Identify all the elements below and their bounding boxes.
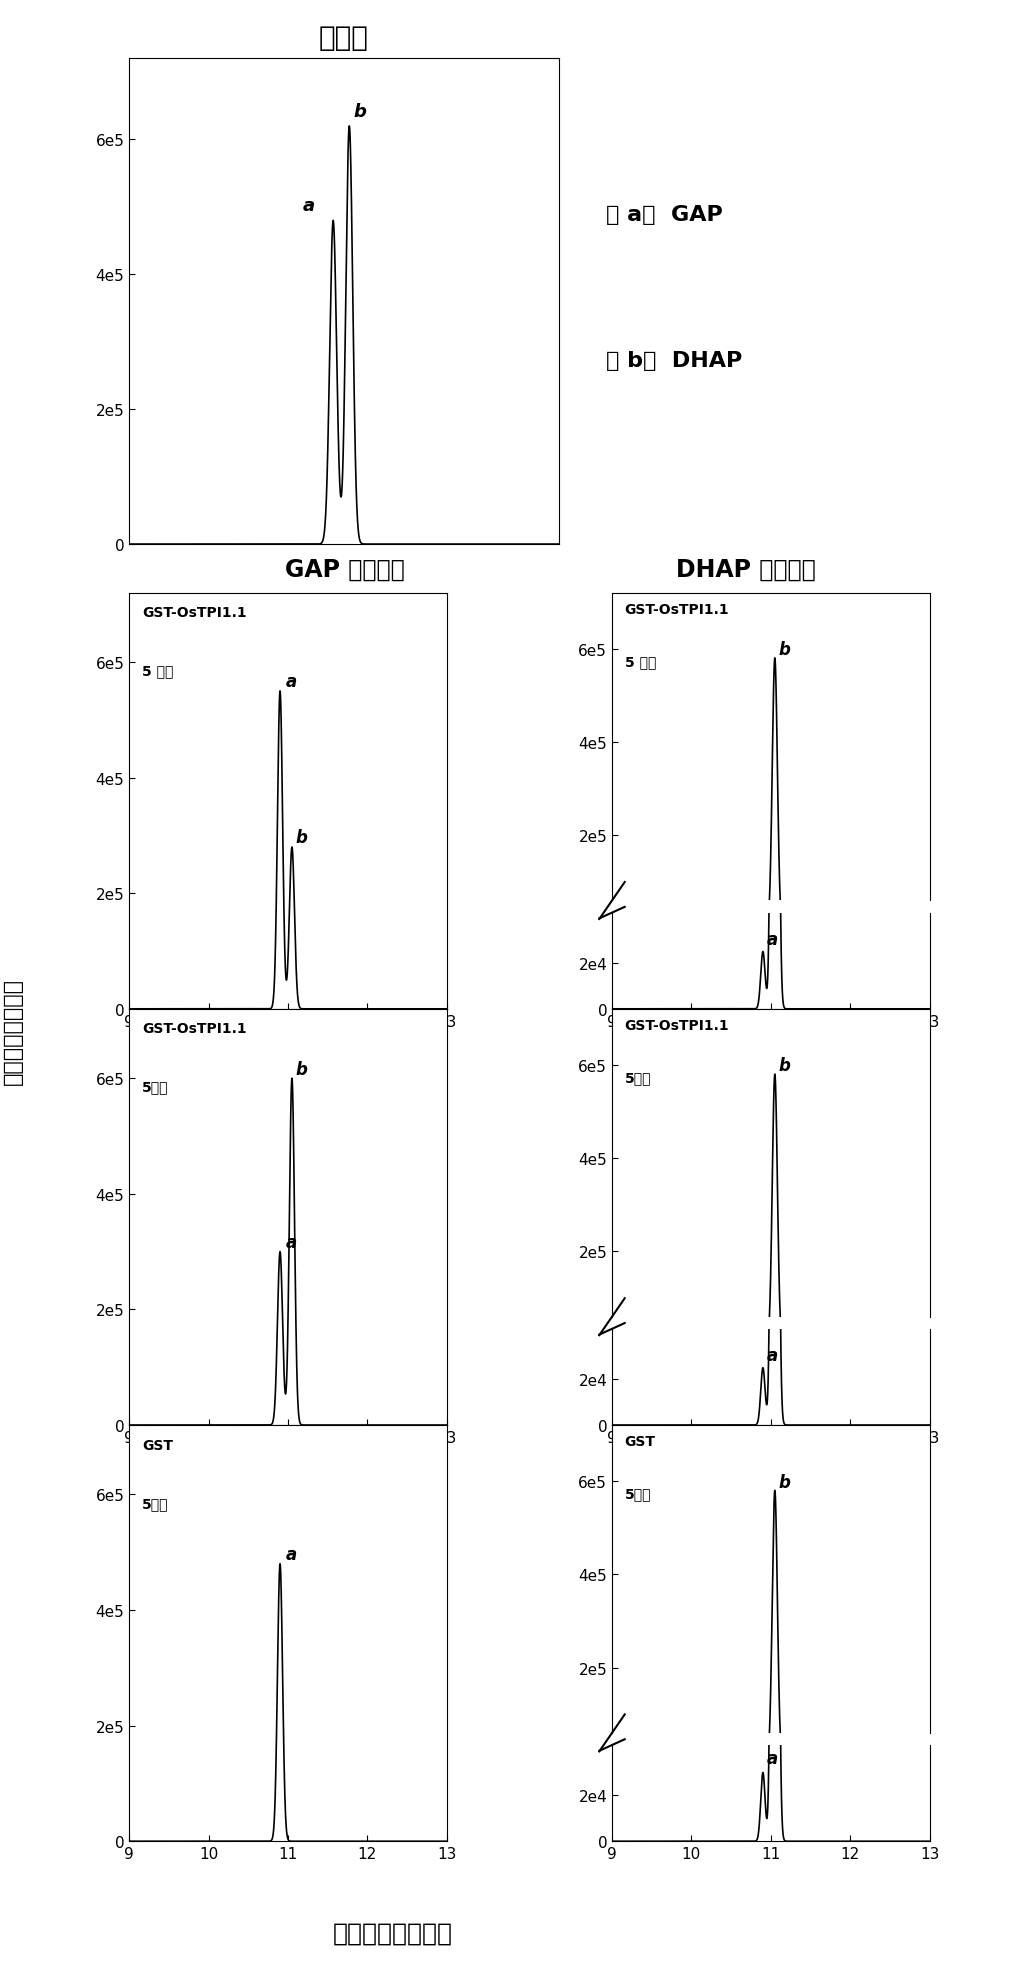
Text: a: a bbox=[285, 674, 296, 692]
Text: GST-OsTPI1.1: GST-OsTPI1.1 bbox=[142, 606, 247, 620]
Text: 5 秒钟: 5 秒钟 bbox=[142, 664, 174, 678]
Text: 5分钟: 5分钟 bbox=[142, 1080, 168, 1094]
Text: a: a bbox=[766, 930, 778, 947]
Text: 峰 b：  DHAP: 峰 b： DHAP bbox=[606, 351, 743, 371]
Text: DHAP 作为底物: DHAP 作为底物 bbox=[676, 557, 815, 581]
Text: b: b bbox=[779, 640, 790, 658]
Title: 标准品: 标准品 bbox=[319, 24, 369, 52]
Text: b: b bbox=[779, 1473, 790, 1490]
Text: GST-OsTPI1.1: GST-OsTPI1.1 bbox=[625, 603, 729, 616]
Text: 峰 a：  GAP: 峰 a： GAP bbox=[606, 204, 723, 224]
Text: b: b bbox=[295, 1060, 308, 1078]
Text: a: a bbox=[766, 1750, 778, 1768]
Text: 5分钟: 5分钟 bbox=[142, 1496, 168, 1510]
Text: 5分钟: 5分钟 bbox=[625, 1486, 651, 1500]
Text: b: b bbox=[295, 828, 308, 846]
Text: 5分钟: 5分钟 bbox=[625, 1070, 651, 1084]
Text: b: b bbox=[779, 1056, 790, 1074]
Text: a: a bbox=[766, 1346, 778, 1364]
Text: b: b bbox=[353, 103, 367, 121]
Text: GAP 作为底物: GAP 作为底物 bbox=[285, 557, 405, 581]
Text: a: a bbox=[285, 1233, 296, 1251]
Text: 强度（每秒计数）: 强度（每秒计数） bbox=[2, 977, 23, 1084]
Text: GST-OsTPI1.1: GST-OsTPI1.1 bbox=[625, 1019, 729, 1033]
Text: GST-OsTPI1.1: GST-OsTPI1.1 bbox=[142, 1023, 247, 1037]
Text: a: a bbox=[303, 196, 315, 216]
Text: 保留时间（分钟）: 保留时间（分钟） bbox=[333, 1921, 452, 1944]
Text: a: a bbox=[285, 1546, 296, 1564]
Text: GST: GST bbox=[625, 1435, 656, 1449]
Text: 5 秒钟: 5 秒钟 bbox=[625, 654, 656, 668]
Text: GST: GST bbox=[142, 1437, 173, 1451]
